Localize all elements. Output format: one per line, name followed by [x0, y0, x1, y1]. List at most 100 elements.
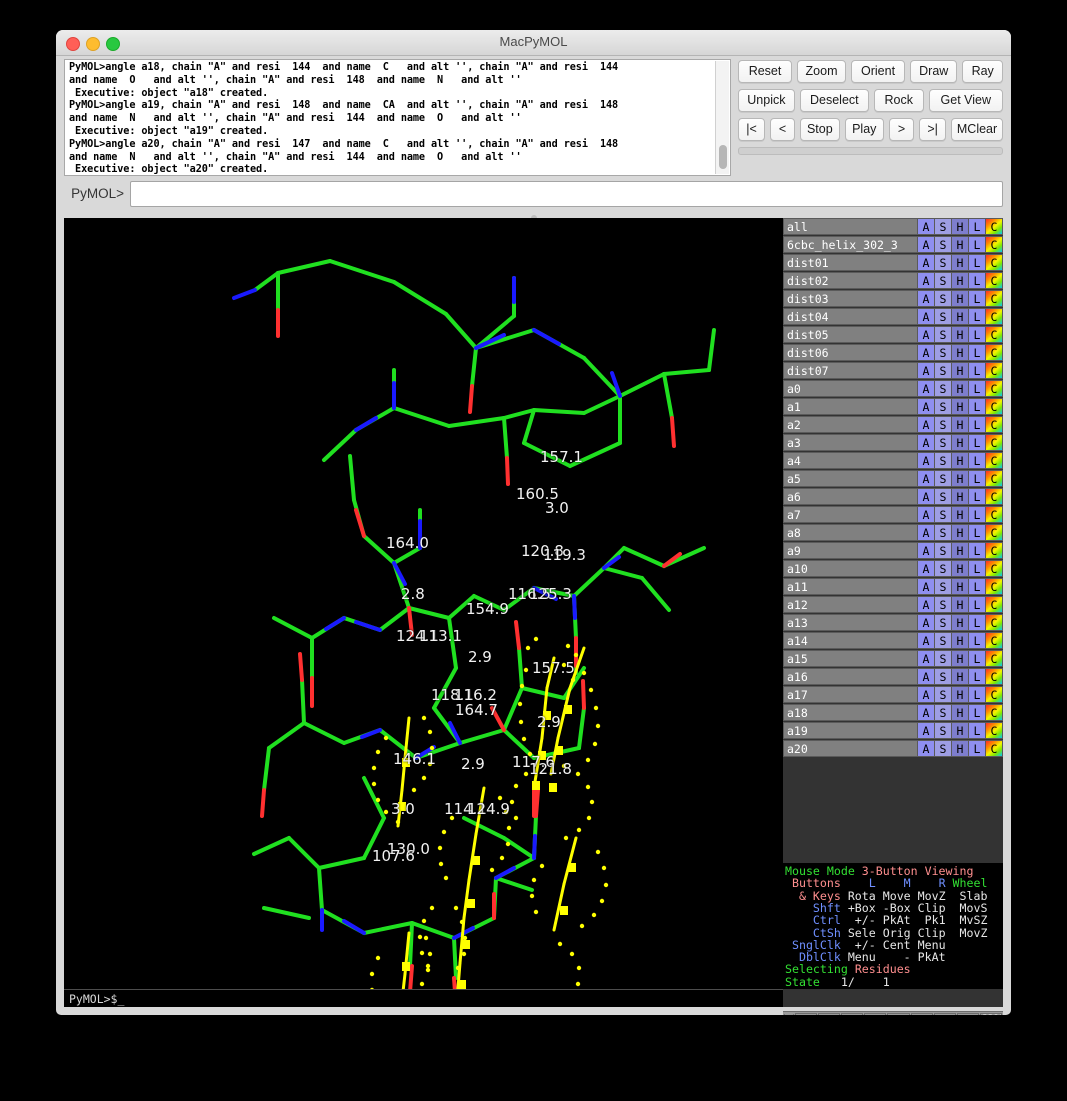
object-a2-a-button[interactable]: A [918, 416, 935, 433]
object-a6-a-button[interactable]: A [918, 488, 935, 505]
object-all-s-button[interactable]: S [935, 218, 952, 235]
object-row[interactable]: dist04 A S H L C [783, 308, 1003, 325]
object-dist02-s-button[interactable]: S [935, 272, 952, 289]
object-a5-s-button[interactable]: S [935, 470, 952, 487]
step-back-button[interactable]: ◀ [818, 1013, 841, 1015]
object-name-a10[interactable]: a10 [783, 560, 918, 577]
object-a12-l-button[interactable]: L [969, 596, 986, 613]
object-row[interactable]: a20 A S H L C [783, 740, 1003, 757]
minimize-window-button[interactable] [86, 37, 100, 51]
object-a0-a-button[interactable]: A [918, 380, 935, 397]
object-name-dist04[interactable]: dist04 [783, 308, 918, 325]
object-a10-s-button[interactable]: S [935, 560, 952, 577]
object-a10-a-button[interactable]: A [918, 560, 935, 577]
object-name-a2[interactable]: a2 [783, 416, 918, 433]
object-row[interactable]: a4 A S H L C [783, 452, 1003, 469]
object-a9-c-button[interactable]: C [986, 542, 1003, 559]
play-button[interactable]: Play [844, 118, 884, 141]
object-a3-l-button[interactable]: L [969, 434, 986, 451]
object-a12-c-button[interactable]: C [986, 596, 1003, 613]
object-a1-c-button[interactable]: C [986, 398, 1003, 415]
object-a15-h-button[interactable]: H [952, 650, 969, 667]
object-all-c-button[interactable]: C [986, 218, 1003, 235]
object-name-a4[interactable]: a4 [783, 452, 918, 469]
object-all-h-button[interactable]: H [952, 218, 969, 235]
object-a3-a-button[interactable]: A [918, 434, 935, 451]
object-name-a16[interactable]: a16 [783, 668, 918, 685]
object-a13-a-button[interactable]: A [918, 614, 935, 631]
object-name-a9[interactable]: a9 [783, 542, 918, 559]
object-row[interactable]: a6 A S H L C [783, 488, 1003, 505]
object-dist03-a-button[interactable]: A [918, 290, 935, 307]
console-scrollbar-thumb[interactable] [719, 145, 727, 169]
-button[interactable]: < [769, 118, 796, 141]
object-a8-s-button[interactable]: S [935, 524, 952, 541]
object-row[interactable]: dist05 A S H L C [783, 326, 1003, 343]
stop-button[interactable]: ■ [841, 1013, 864, 1015]
object-a14-c-button[interactable]: C [986, 632, 1003, 649]
object-a19-l-button[interactable]: L [969, 722, 986, 739]
pane-resize-grip[interactable] [56, 208, 1011, 221]
object-row[interactable]: a13 A S H L C [783, 614, 1003, 631]
object-dist04-a-button[interactable]: A [918, 308, 935, 325]
object-a2-h-button[interactable]: H [952, 416, 969, 433]
object-a5-l-button[interactable]: L [969, 470, 986, 487]
object-6cbc_helix_302_3-h-button[interactable]: H [952, 236, 969, 253]
-button[interactable]: |< [738, 118, 765, 141]
console-scrollbar[interactable] [715, 61, 729, 174]
object-row[interactable]: a0 A S H L C [783, 380, 1003, 397]
object-name-a14[interactable]: a14 [783, 632, 918, 649]
object-a2-s-button[interactable]: S [935, 416, 952, 433]
object-name-a3[interactable]: a3 [783, 434, 918, 451]
object-a6-h-button[interactable]: H [952, 488, 969, 505]
zoom-button[interactable]: Zoom [797, 60, 847, 83]
object-row[interactable]: dist07 A S H L C [783, 362, 1003, 379]
object-dist04-h-button[interactable]: H [952, 308, 969, 325]
maximize-window-button[interactable] [106, 37, 120, 51]
object-row[interactable]: a9 A S H L C [783, 542, 1003, 559]
object-dist05-h-button[interactable]: H [952, 326, 969, 343]
command-input[interactable] [130, 180, 1003, 207]
object-row[interactable]: a15 A S H L C [783, 650, 1003, 667]
object-a9-h-button[interactable]: H [952, 542, 969, 559]
object-name-dist02[interactable]: dist02 [783, 272, 918, 289]
object-a14-a-button[interactable]: A [918, 632, 935, 649]
rewind-to-start-button[interactable]: ◀❙ [795, 1013, 818, 1015]
object-dist05-l-button[interactable]: L [969, 326, 986, 343]
object-a15-c-button[interactable]: C [986, 650, 1003, 667]
object-name-a0[interactable]: a0 [783, 380, 918, 397]
state-toggle-button[interactable]: S [933, 1013, 956, 1015]
ray-button[interactable]: Ray [962, 60, 1003, 83]
orient-button[interactable]: Orient [851, 60, 906, 83]
object-dist04-s-button[interactable]: S [935, 308, 952, 325]
object-a3-c-button[interactable]: C [986, 434, 1003, 451]
object-6cbc_helix_302_3-c-button[interactable]: C [986, 236, 1003, 253]
object-dist06-l-button[interactable]: L [969, 344, 986, 361]
resize-grip-button[interactable] [979, 1013, 1002, 1015]
object-dist04-l-button[interactable]: L [969, 308, 986, 325]
mclear-button[interactable]: MClear [951, 118, 1003, 141]
object-a20-s-button[interactable]: S [935, 740, 952, 757]
object-name-dist03[interactable]: dist03 [783, 290, 918, 307]
object-dist05-c-button[interactable]: C [986, 326, 1003, 343]
object-dist04-c-button[interactable]: C [986, 308, 1003, 325]
object-row[interactable]: a14 A S H L C [783, 632, 1003, 649]
object-a20-h-button[interactable]: H [952, 740, 969, 757]
object-a14-h-button[interactable]: H [952, 632, 969, 649]
object-dist05-a-button[interactable]: A [918, 326, 935, 343]
object-a8-h-button[interactable]: H [952, 524, 969, 541]
object-name-all[interactable]: all [783, 218, 918, 235]
object-a18-c-button[interactable]: C [986, 704, 1003, 721]
object-a19-h-button[interactable]: H [952, 722, 969, 739]
object-row[interactable]: a2 A S H L C [783, 416, 1003, 433]
object-a16-h-button[interactable]: H [952, 668, 969, 685]
object-row[interactable]: 6cbc_helix_302_3 A S H L C [783, 236, 1003, 253]
object-name-a7[interactable]: a7 [783, 506, 918, 523]
object-a1-s-button[interactable]: S [935, 398, 952, 415]
object-a11-l-button[interactable]: L [969, 578, 986, 595]
object-name-dist01[interactable]: dist01 [783, 254, 918, 271]
object-dist03-h-button[interactable]: H [952, 290, 969, 307]
object-a7-a-button[interactable]: A [918, 506, 935, 523]
object-name-a12[interactable]: a12 [783, 596, 918, 613]
object-a6-c-button[interactable]: C [986, 488, 1003, 505]
